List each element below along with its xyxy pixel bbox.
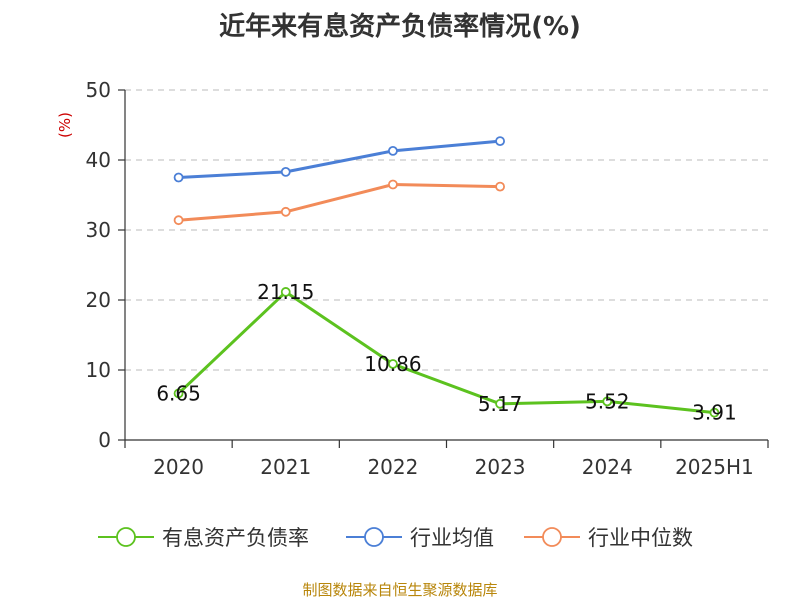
data-point: [173, 388, 184, 399]
data-point: [388, 359, 398, 369]
data-point: [388, 145, 398, 156]
axes: 0 10 20 30 40 50 (%) 2020 2021 2022 2023 2024 2025H1: [56, 78, 769, 479]
legend-marker-2: [542, 527, 562, 547]
data-label: 6.65: [156, 381, 201, 405]
series-layer: [173, 136, 720, 418]
data-label: 10.86: [364, 352, 421, 376]
data-label: 5.52: [585, 389, 630, 413]
data-label: 21.15: [257, 280, 314, 304]
legend-marker-1: [364, 527, 384, 547]
y-tick-label: 40: [86, 148, 111, 172]
x-tick-label: 2020: [153, 455, 204, 479]
y-tick-label: 0: [98, 428, 111, 452]
data-point: [280, 287, 291, 297]
grid-lines: [125, 89, 768, 371]
data-point: [709, 407, 720, 418]
data-point: [173, 172, 184, 183]
source-footer: 制图数据来自恒生聚源数据库: [302, 581, 498, 599]
legend-label-2: 行业中位数: [588, 526, 693, 550]
data-label: 5.17: [478, 392, 523, 416]
x-tick-label: 2021: [260, 455, 311, 479]
data-point: [280, 166, 291, 177]
y-tick-label: 50: [86, 78, 111, 102]
series-line-2: [178, 183, 501, 222]
data-labels: 6.65 21.15 10.86 5.17 5.52 3.91: [156, 280, 736, 425]
x-tick-label: 2025H1: [675, 455, 754, 479]
y-tick-label: 30: [86, 218, 111, 242]
data-point: [173, 215, 184, 226]
series-line-1: [178, 139, 501, 179]
data-label: 3.91: [692, 401, 737, 425]
x-tick-label: 2022: [367, 455, 418, 479]
legend-label-1: 行业均值: [410, 526, 494, 550]
y-tick-label: 20: [86, 288, 111, 312]
x-tick-label: 2024: [582, 455, 633, 479]
data-point: [280, 206, 291, 217]
data-point: [602, 396, 613, 407]
data-point: [388, 179, 398, 190]
data-point: [495, 136, 505, 147]
y-axis-title: (%): [56, 112, 74, 138]
y-tick-label: 10: [86, 358, 111, 382]
legend-marker-0: [116, 527, 136, 547]
legend-label-0: 有息资产负债率: [162, 526, 309, 550]
data-point: [495, 398, 505, 409]
data-point: [495, 181, 505, 192]
x-tick-label: 2023: [475, 455, 526, 479]
series-line-0: [177, 290, 715, 415]
legend[interactable]: 有息资产负债率 行业均值 行业中位数: [98, 526, 693, 550]
chart-title: 近年来有息资产负债率情况(%): [219, 12, 581, 42]
